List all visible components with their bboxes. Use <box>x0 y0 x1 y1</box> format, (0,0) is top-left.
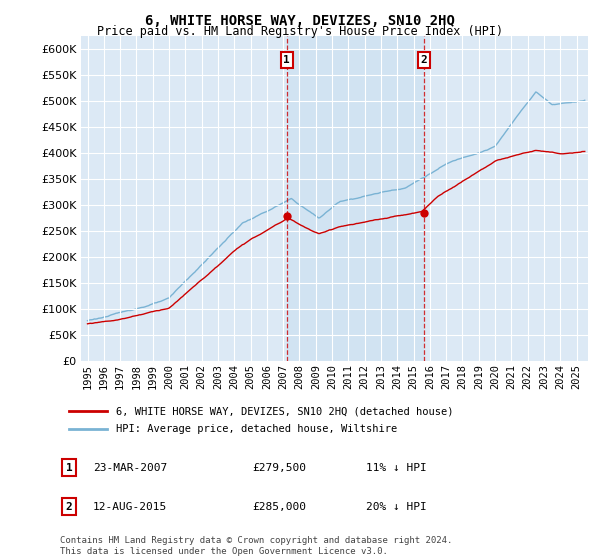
Text: Price paid vs. HM Land Registry's House Price Index (HPI): Price paid vs. HM Land Registry's House … <box>97 25 503 38</box>
Text: 6, WHITE HORSE WAY, DEVIZES, SN10 2HQ: 6, WHITE HORSE WAY, DEVIZES, SN10 2HQ <box>145 14 455 28</box>
Text: 23-MAR-2007: 23-MAR-2007 <box>93 463 167 473</box>
Text: 11% ↓ HPI: 11% ↓ HPI <box>366 463 427 473</box>
Bar <box>287 36 424 361</box>
Text: 1: 1 <box>283 55 290 65</box>
Text: 2: 2 <box>420 55 427 65</box>
Text: 1: 1 <box>65 463 73 473</box>
Text: 6, WHITE HORSE WAY, DEVIZES, SN10 2HQ (detached house): 6, WHITE HORSE WAY, DEVIZES, SN10 2HQ (d… <box>116 407 454 417</box>
Text: £285,000: £285,000 <box>252 502 306 512</box>
Text: HPI: Average price, detached house, Wiltshire: HPI: Average price, detached house, Wilt… <box>116 423 397 433</box>
Text: 12-AUG-2015: 12-AUG-2015 <box>93 502 167 512</box>
Text: Contains HM Land Registry data © Crown copyright and database right 2024.
This d: Contains HM Land Registry data © Crown c… <box>60 536 452 556</box>
Text: 20% ↓ HPI: 20% ↓ HPI <box>366 502 427 512</box>
Text: £279,500: £279,500 <box>252 463 306 473</box>
Text: 2: 2 <box>65 502 73 512</box>
